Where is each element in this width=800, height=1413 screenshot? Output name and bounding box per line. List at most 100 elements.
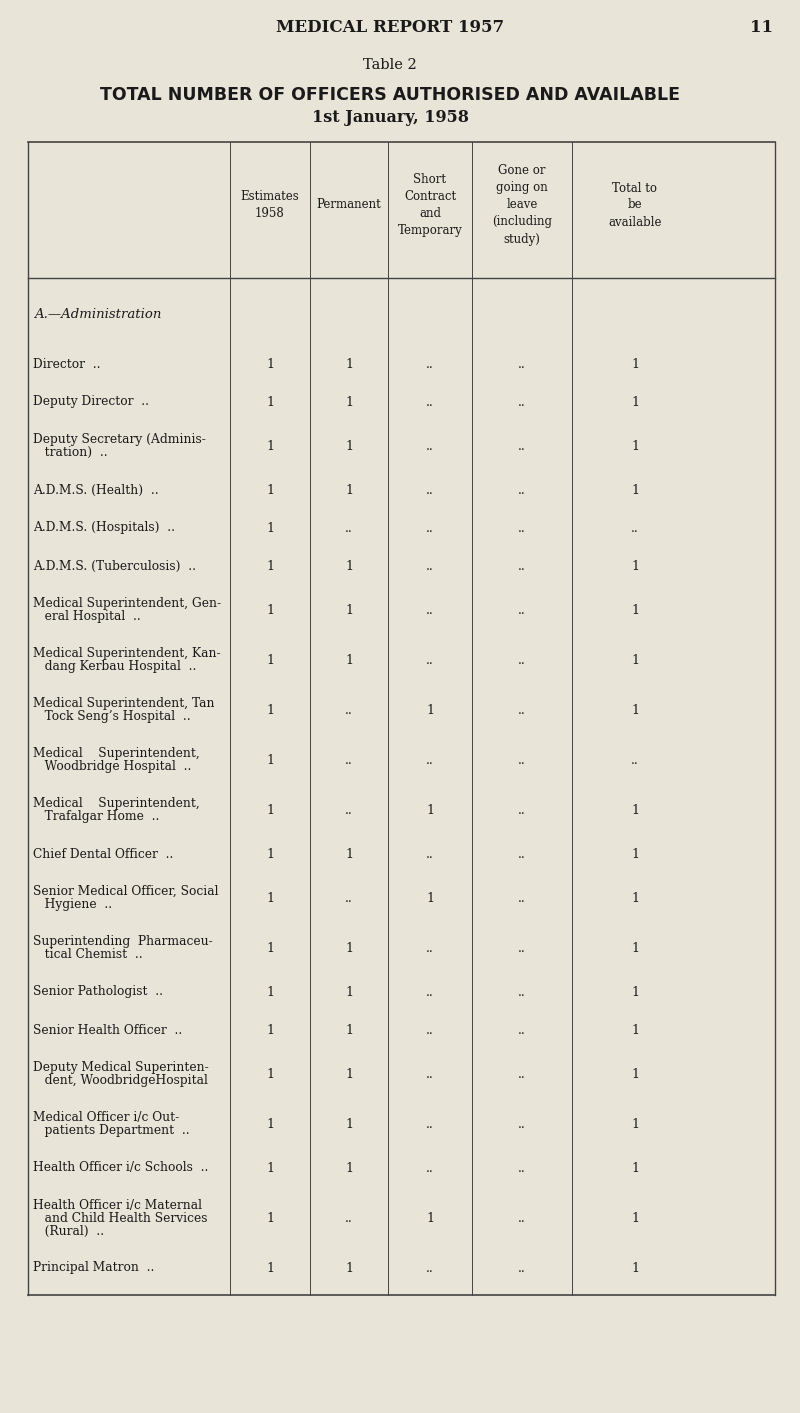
Text: ..: ..	[426, 439, 434, 452]
Text: 1: 1	[345, 560, 353, 572]
Text: 1: 1	[266, 653, 274, 667]
Text: ..: ..	[518, 704, 526, 716]
Text: Gone or
going on
leave
(including
study): Gone or going on leave (including study)	[492, 164, 552, 246]
Text: 1: 1	[426, 804, 434, 817]
Text: 1: 1	[631, 396, 639, 408]
Text: 1: 1	[266, 1262, 274, 1275]
Text: ..: ..	[518, 1118, 526, 1130]
Text: tration)  ..: tration) ..	[33, 447, 108, 459]
Text: ..: ..	[518, 848, 526, 861]
Text: 1: 1	[345, 1118, 353, 1130]
Text: 1: 1	[266, 892, 274, 904]
Text: 1st January, 1958: 1st January, 1958	[311, 109, 469, 127]
Text: 1: 1	[631, 704, 639, 716]
Text: 1: 1	[631, 357, 639, 370]
Text: 1: 1	[345, 848, 353, 861]
Text: ..: ..	[518, 1023, 526, 1037]
Text: Table 2: Table 2	[363, 58, 417, 72]
Text: Medical    Superintendent,: Medical Superintendent,	[33, 747, 200, 760]
Text: dang Kerbau Hospital  ..: dang Kerbau Hospital ..	[33, 660, 196, 673]
Text: ..: ..	[518, 653, 526, 667]
Text: Principal Matron  ..: Principal Matron ..	[33, 1262, 154, 1275]
Text: 1: 1	[266, 521, 274, 534]
Text: ..: ..	[518, 1211, 526, 1225]
Text: ..: ..	[426, 1161, 434, 1174]
Text: Senior Health Officer  ..: Senior Health Officer ..	[33, 1023, 182, 1037]
Text: Permanent: Permanent	[317, 198, 382, 212]
Text: ..: ..	[426, 1067, 434, 1081]
Text: ..: ..	[631, 521, 639, 534]
Text: Deputy Secretary (Adminis-: Deputy Secretary (Adminis-	[33, 432, 206, 447]
Text: ..: ..	[345, 804, 353, 817]
Text: 1: 1	[266, 804, 274, 817]
Text: ..: ..	[426, 1023, 434, 1037]
Text: Medical Superintendent, Kan-: Medical Superintendent, Kan-	[33, 647, 221, 660]
Text: A.D.M.S. (Hospitals)  ..: A.D.M.S. (Hospitals) ..	[33, 521, 175, 534]
Text: 1: 1	[631, 804, 639, 817]
Text: Medical Superintendent, Tan: Medical Superintendent, Tan	[33, 697, 214, 709]
Text: 1: 1	[345, 603, 353, 616]
Text: 1: 1	[266, 603, 274, 616]
Text: ..: ..	[518, 941, 526, 955]
Text: ..: ..	[518, 985, 526, 999]
Text: Health Officer i/c Maternal: Health Officer i/c Maternal	[33, 1198, 202, 1211]
Text: 1: 1	[631, 848, 639, 861]
Text: 1: 1	[426, 1211, 434, 1225]
Text: 1: 1	[631, 653, 639, 667]
Text: ..: ..	[426, 1118, 434, 1130]
Text: ..: ..	[518, 804, 526, 817]
Text: A.D.M.S. (Health)  ..: A.D.M.S. (Health) ..	[33, 483, 158, 496]
Text: Senior Pathologist  ..: Senior Pathologist ..	[33, 985, 163, 999]
Text: ..: ..	[345, 892, 353, 904]
Text: 11: 11	[750, 20, 774, 37]
Text: 1: 1	[426, 704, 434, 716]
Text: 1: 1	[266, 1161, 274, 1174]
Text: 1: 1	[631, 603, 639, 616]
Text: 1: 1	[631, 560, 639, 572]
Text: 1: 1	[266, 704, 274, 716]
Text: ..: ..	[518, 1067, 526, 1081]
Text: ..: ..	[426, 753, 434, 766]
Text: 1: 1	[631, 941, 639, 955]
Text: 1: 1	[266, 941, 274, 955]
Text: MEDICAL REPORT 1957: MEDICAL REPORT 1957	[276, 20, 504, 37]
Text: Short
Contract
and
Temporary: Short Contract and Temporary	[398, 172, 462, 237]
Text: 1: 1	[426, 892, 434, 904]
Text: Trafalgar Home  ..: Trafalgar Home ..	[33, 810, 159, 822]
Text: ..: ..	[518, 396, 526, 408]
Text: ..: ..	[518, 560, 526, 572]
Text: ..: ..	[518, 439, 526, 452]
Text: 1: 1	[345, 1023, 353, 1037]
Text: 1: 1	[345, 653, 353, 667]
Text: ..: ..	[426, 396, 434, 408]
Text: 1: 1	[345, 1262, 353, 1275]
Text: 1: 1	[345, 483, 353, 496]
Text: ..: ..	[345, 521, 353, 534]
Text: 1: 1	[631, 1067, 639, 1081]
Text: 1: 1	[266, 357, 274, 370]
Text: Tock Seng’s Hospital  ..: Tock Seng’s Hospital ..	[33, 709, 190, 723]
Text: ..: ..	[345, 1211, 353, 1225]
Text: 1: 1	[266, 396, 274, 408]
Text: Estimates
1958: Estimates 1958	[241, 189, 299, 220]
Text: Hygiene  ..: Hygiene ..	[33, 899, 112, 911]
Text: ..: ..	[426, 560, 434, 572]
Text: A.D.M.S. (Tuberculosis)  ..: A.D.M.S. (Tuberculosis) ..	[33, 560, 196, 572]
Text: Total to
be
available: Total to be available	[608, 181, 662, 229]
Text: ..: ..	[426, 1262, 434, 1275]
Text: ..: ..	[426, 985, 434, 999]
Text: 1: 1	[345, 941, 353, 955]
Text: 1: 1	[266, 753, 274, 766]
Text: ..: ..	[345, 704, 353, 716]
Text: Director  ..: Director ..	[33, 357, 101, 370]
Text: 1: 1	[631, 1262, 639, 1275]
Text: 1: 1	[345, 439, 353, 452]
Text: 1: 1	[631, 483, 639, 496]
Text: 1: 1	[266, 483, 274, 496]
Text: 1: 1	[266, 985, 274, 999]
Text: A.—Administration: A.—Administration	[34, 308, 162, 322]
Text: ..: ..	[518, 1262, 526, 1275]
Text: ..: ..	[426, 848, 434, 861]
Text: 1: 1	[631, 439, 639, 452]
Text: 1: 1	[631, 1023, 639, 1037]
